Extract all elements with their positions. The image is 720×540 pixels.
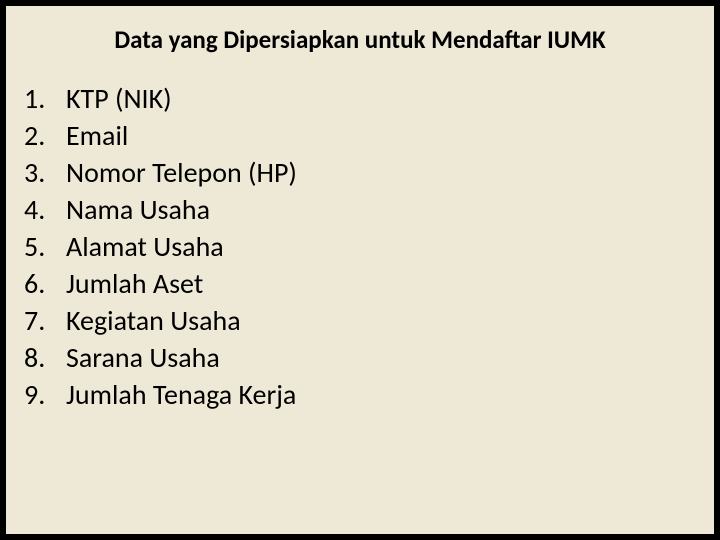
slide-title: Data yang Dipersiapkan untuk Mendaftar I… bbox=[6, 24, 714, 55]
list-text: Alamat Usaha bbox=[66, 229, 224, 266]
list-text: Jumlah Tenaga Kerja bbox=[66, 377, 296, 414]
list-number: 2. bbox=[24, 118, 66, 155]
list-item: 4. Nama Usaha bbox=[24, 192, 714, 229]
list-number: 7. bbox=[24, 303, 66, 340]
list-text: Nomor Telepon (HP) bbox=[66, 155, 297, 192]
list-number: 9. bbox=[24, 377, 66, 414]
list-text: Nama Usaha bbox=[66, 192, 210, 229]
list-text: Kegiatan Usaha bbox=[66, 303, 241, 340]
list-item: 9. Jumlah Tenaga Kerja bbox=[24, 377, 714, 414]
list-number: 3. bbox=[24, 155, 66, 192]
title-bar: Data yang Dipersiapkan untuk Mendaftar I… bbox=[6, 6, 714, 77]
list-item: 6. Jumlah Aset bbox=[24, 266, 714, 303]
list-text: Jumlah Aset bbox=[66, 266, 203, 303]
list-text: KTP (NIK) bbox=[66, 81, 172, 118]
list-item: 2. Email bbox=[24, 118, 714, 155]
list-item: 5. Alamat Usaha bbox=[24, 229, 714, 266]
list-number: 4. bbox=[24, 192, 66, 229]
list-number: 1. bbox=[24, 81, 66, 118]
list-item: 3. Nomor Telepon (HP) bbox=[24, 155, 714, 192]
list-number: 5. bbox=[24, 229, 66, 266]
list-item: 8. Sarana Usaha bbox=[24, 340, 714, 377]
slide: Data yang Dipersiapkan untuk Mendaftar I… bbox=[6, 6, 714, 534]
list-text: Email bbox=[66, 118, 128, 155]
list-item: 7. Kegiatan Usaha bbox=[24, 303, 714, 340]
list-text: Sarana Usaha bbox=[66, 340, 220, 377]
list-number: 6. bbox=[24, 266, 66, 303]
list-item: 1. KTP (NIK) bbox=[24, 81, 714, 118]
list-container: 1. KTP (NIK) 2. Email 3. Nomor Telepon (… bbox=[6, 77, 714, 414]
list-number: 8. bbox=[24, 340, 66, 377]
